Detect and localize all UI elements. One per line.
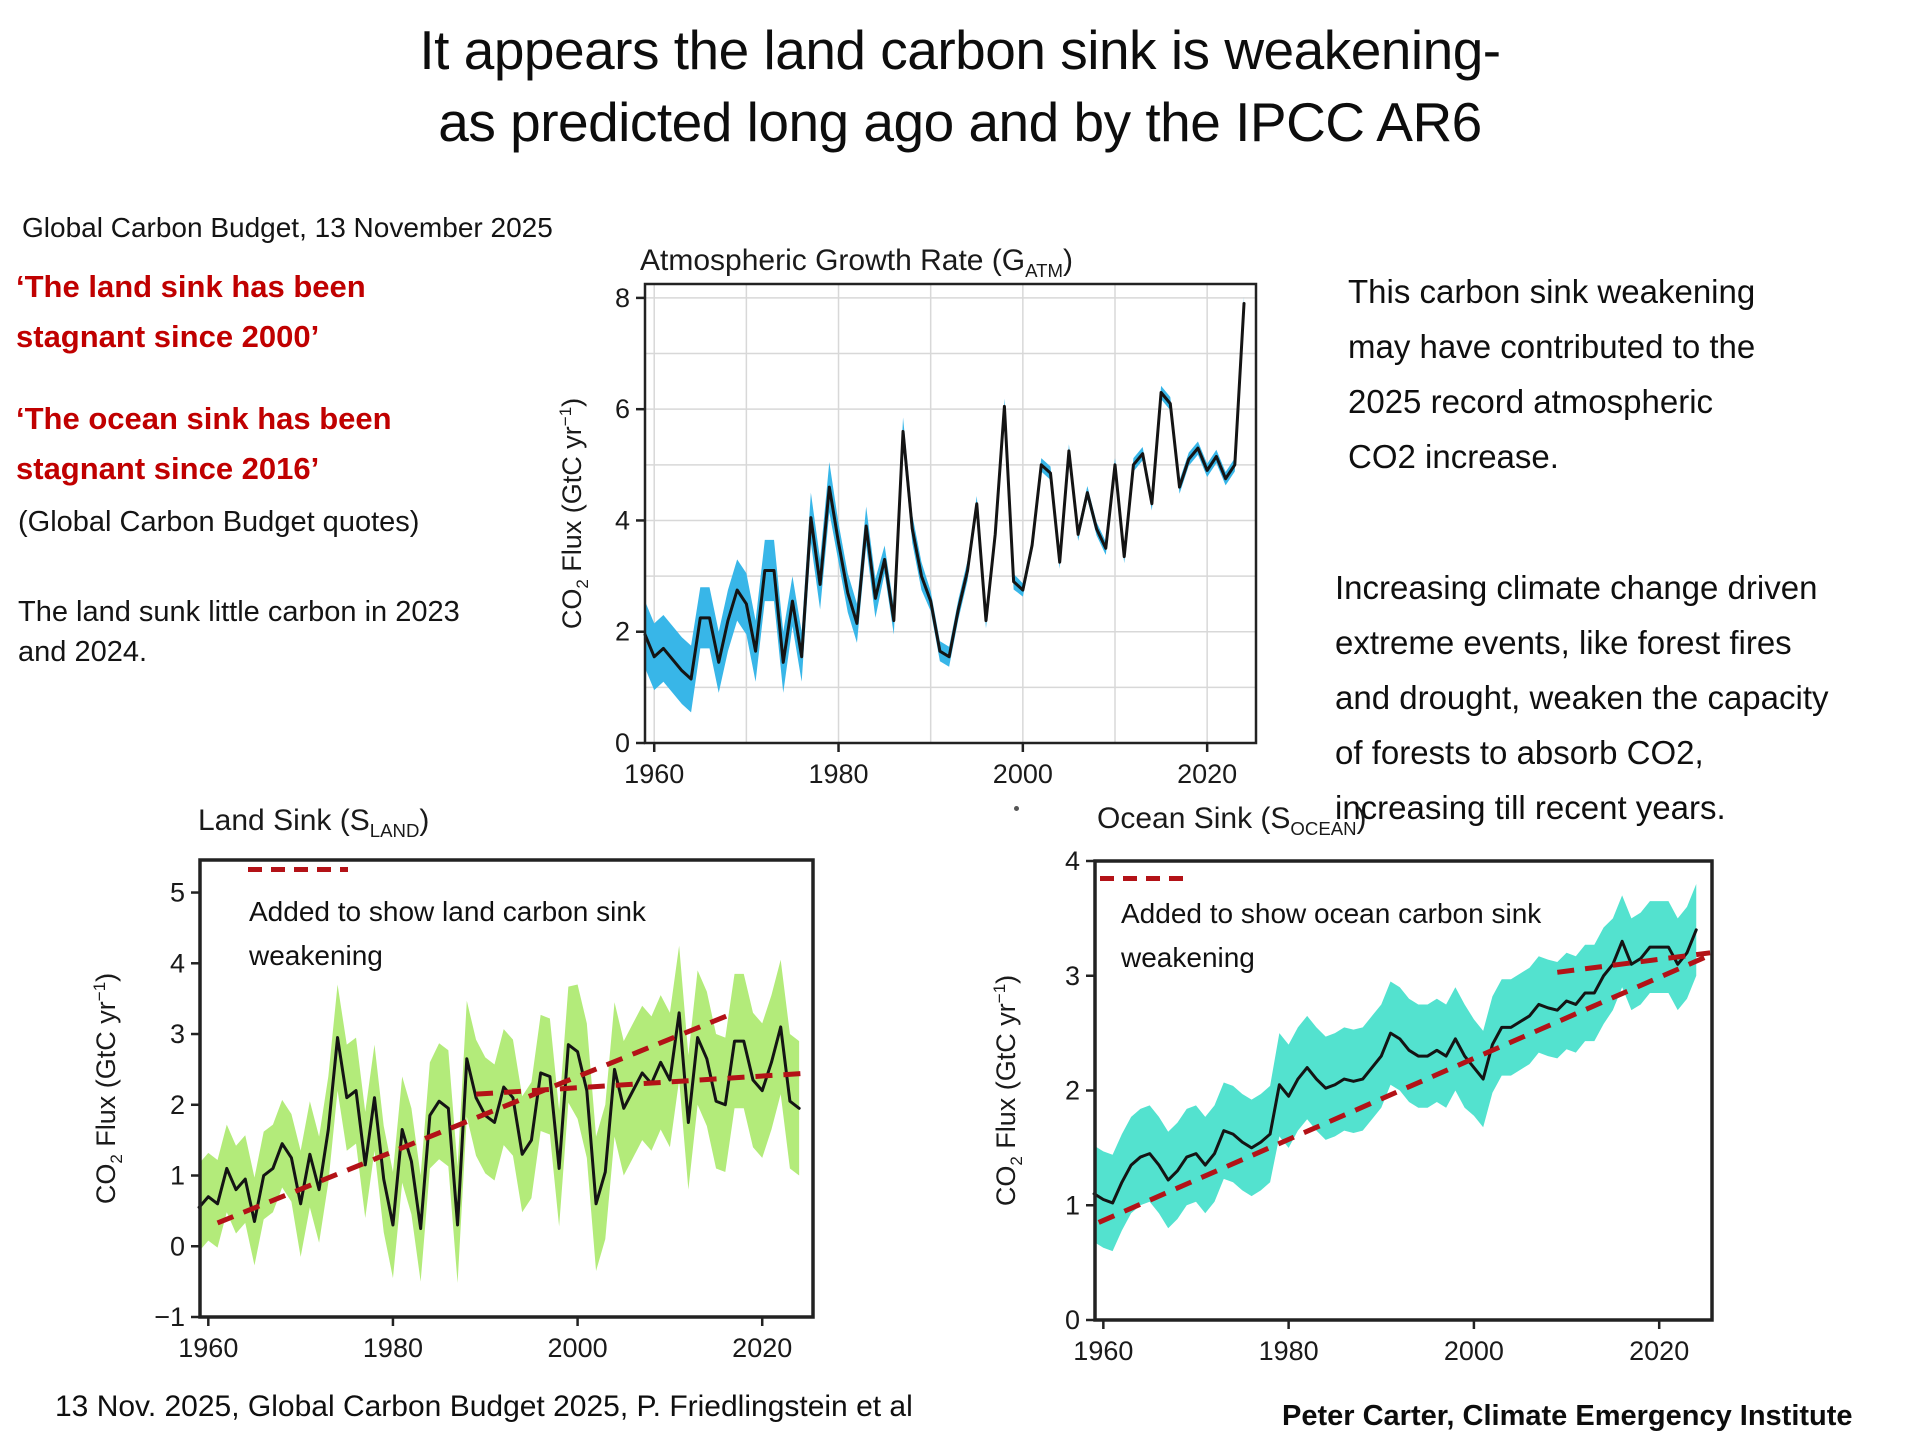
ocean-chart: 1960 1980 2000 2020 0 1 2 3 4 CO2​ Flux (GtC yr−1… xyxy=(990,846,1714,1366)
svg-text:2: 2 xyxy=(1065,1076,1080,1106)
svg-text:2020: 2020 xyxy=(1629,1336,1689,1366)
svg-text:6: 6 xyxy=(615,394,630,424)
svg-text:1960: 1960 xyxy=(1073,1336,1133,1366)
right-paragraph-extremes: Increasing climate change driven extreme… xyxy=(1335,569,1829,826)
svg-text:2000: 2000 xyxy=(993,759,1053,789)
svg-text:CO2​ Flux (GtC yr−1​): CO2​ Flux (GtC yr−1​) xyxy=(556,398,592,629)
footer-source: 13 Nov. 2025, Global Carbon Budget 2025,… xyxy=(55,1390,913,1423)
svg-text:CO2​ Flux (GtC yr−1​): CO2​ Flux (GtC yr−1​) xyxy=(90,973,126,1204)
footer-credit: Peter Carter, Climate Emergency Institut… xyxy=(1282,1400,1853,1432)
ocean-trend-legend-dash xyxy=(1100,876,1184,881)
page-title: It appears the land carbon sink is weake… xyxy=(419,19,1501,153)
svg-text:4: 4 xyxy=(1065,846,1080,876)
svg-text:8: 8 xyxy=(615,283,630,313)
svg-text:2020: 2020 xyxy=(1177,759,1237,789)
svg-text:1980: 1980 xyxy=(1259,1336,1319,1366)
land-title: Land Sink (SLAND) xyxy=(198,804,430,841)
svg-text:2020: 2020 xyxy=(732,1333,792,1363)
land-trend-legend-dash xyxy=(248,867,348,872)
svg-text:−1: −1 xyxy=(154,1302,185,1332)
svg-text:3: 3 xyxy=(170,1019,185,1049)
source-line: Global Carbon Budget, 13 November 2025 xyxy=(22,212,553,243)
svg-text:4: 4 xyxy=(615,505,630,535)
land-sunk-note: The land sunk little carbon in 2023 and … xyxy=(18,596,460,668)
svg-text:4: 4 xyxy=(170,948,185,978)
gatm-chart: 1960 1980 2000 2020 0 2 4 6 8 CO2​ Flux (GtC yr−1… xyxy=(556,282,1258,789)
svg-text:1960: 1960 xyxy=(178,1333,238,1363)
svg-text:1: 1 xyxy=(1065,1190,1080,1220)
svg-text:1960: 1960 xyxy=(624,759,684,789)
svg-text:2: 2 xyxy=(615,617,630,647)
svg-text:2: 2 xyxy=(170,1090,185,1120)
svg-text:0: 0 xyxy=(170,1231,185,1261)
quotes-note: (Global Carbon Budget quotes) xyxy=(18,506,420,538)
svg-text:CO2​ Flux (GtC yr−1​): CO2​ Flux (GtC yr−1​) xyxy=(990,975,1026,1206)
stray-dot xyxy=(1014,806,1019,811)
svg-text:2000: 2000 xyxy=(1444,1336,1504,1366)
quote-ocean-sink: ‘The ocean sink has been stagnant since … xyxy=(16,401,392,486)
land-annotation: Added to show land carbon sink weakening xyxy=(249,896,646,971)
gatm-title: Atmospheric Growth Rate (GATM) xyxy=(640,244,1073,281)
svg-text:0: 0 xyxy=(1065,1305,1080,1335)
ocean-annotation: Added to show ocean carbon sink weakenin… xyxy=(1121,898,1542,973)
svg-text:1980: 1980 xyxy=(808,759,868,789)
land-chart: 1960 1980 2000 2020 −1 0 1 2 3 4 5 CO2​ Flux (GtC y… xyxy=(90,858,815,1363)
quote-land-sink: ‘The land sink has been stagnant since 2… xyxy=(16,269,366,354)
svg-text:5: 5 xyxy=(170,878,185,908)
svg-text:2000: 2000 xyxy=(548,1333,608,1363)
svg-text:3: 3 xyxy=(1065,961,1080,991)
right-paragraph-weakening: This carbon sink weakening may have cont… xyxy=(1348,273,1756,475)
svg-text:1: 1 xyxy=(170,1161,185,1191)
svg-text:1980: 1980 xyxy=(363,1333,423,1363)
svg-text:0: 0 xyxy=(615,728,630,758)
ocean-title: Ocean Sink (SOCEAN) xyxy=(1097,802,1367,839)
